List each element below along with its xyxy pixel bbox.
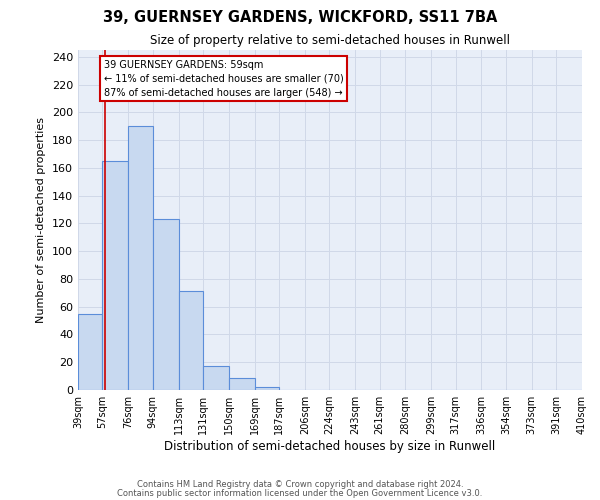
Bar bbox=[78, 314, 103, 390]
Bar bbox=[229, 378, 254, 390]
Bar bbox=[128, 126, 153, 390]
Y-axis label: Number of semi-detached properties: Number of semi-detached properties bbox=[37, 117, 46, 323]
Text: Contains HM Land Registry data © Crown copyright and database right 2024.: Contains HM Land Registry data © Crown c… bbox=[137, 480, 463, 489]
Text: 39 GUERNSEY GARDENS: 59sqm
← 11% of semi-detached houses are smaller (70)
87% of: 39 GUERNSEY GARDENS: 59sqm ← 11% of semi… bbox=[104, 60, 344, 98]
Bar bbox=[254, 387, 279, 390]
Text: Contains public sector information licensed under the Open Government Licence v3: Contains public sector information licen… bbox=[118, 490, 482, 498]
Text: 39, GUERNSEY GARDENS, WICKFORD, SS11 7BA: 39, GUERNSEY GARDENS, WICKFORD, SS11 7BA bbox=[103, 10, 497, 25]
Bar bbox=[179, 292, 203, 390]
X-axis label: Distribution of semi-detached houses by size in Runwell: Distribution of semi-detached houses by … bbox=[164, 440, 496, 453]
Bar bbox=[153, 220, 179, 390]
Bar bbox=[203, 366, 229, 390]
Bar bbox=[103, 161, 128, 390]
Title: Size of property relative to semi-detached houses in Runwell: Size of property relative to semi-detach… bbox=[150, 34, 510, 48]
